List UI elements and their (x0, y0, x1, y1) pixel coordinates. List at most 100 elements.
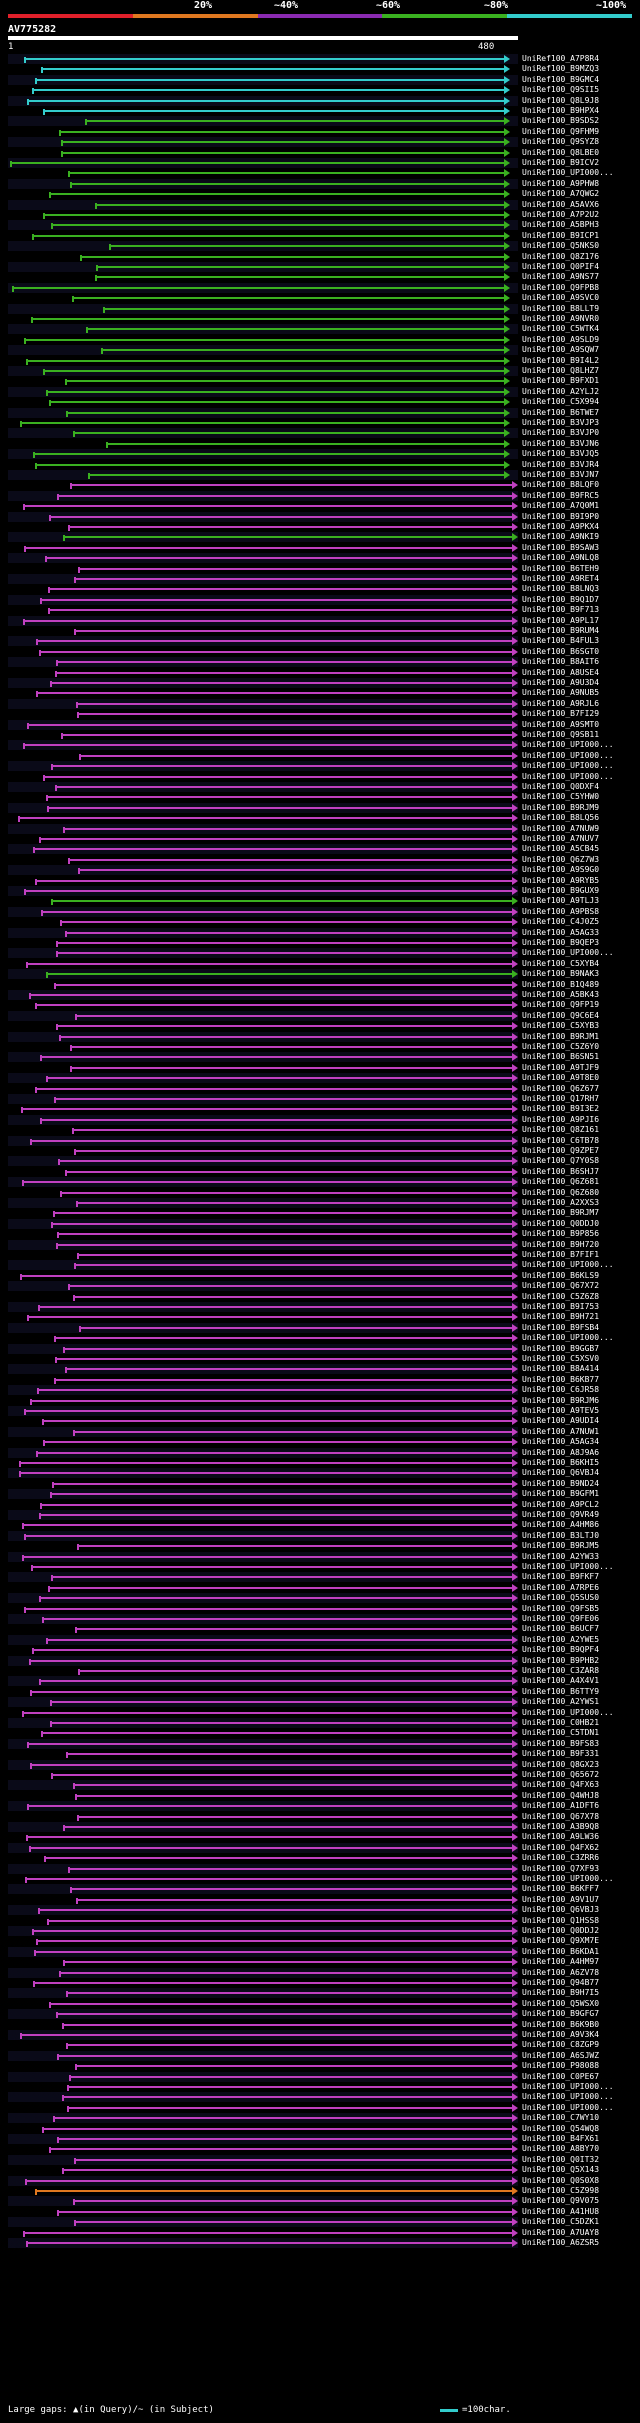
hit-row[interactable]: UniRef100_A7P2U2 (0, 210, 640, 220)
hit-label[interactable]: UniRef100_B8LQ56 (522, 813, 600, 823)
hit-row[interactable]: UniRef100_B9I753 (0, 1302, 640, 1312)
hit-label[interactable]: UniRef100_B7FI29 (522, 709, 600, 719)
hit-label[interactable]: UniRef100_C4J0Z5 (522, 917, 600, 927)
hit-row[interactable]: UniRef100_A7Q0M1 (0, 501, 640, 511)
hit-row[interactable]: UniRef100_A9TEV5 (0, 1406, 640, 1416)
hit-row[interactable]: UniRef100_B9ICV2 (0, 158, 640, 168)
hit-label[interactable]: UniRef100_A2YWS1 (522, 1697, 600, 1707)
hit-label[interactable]: UniRef100_C6TB78 (522, 1135, 600, 1145)
hit-label[interactable]: UniRef100_B9RJM5 (522, 1541, 600, 1551)
hit-label[interactable]: UniRef100_B9RJM6 (522, 1395, 600, 1405)
hit-label[interactable]: UniRef100_A8J9A6 (522, 1447, 600, 1457)
hit-row[interactable]: UniRef100_Q4WHJ8 (0, 1791, 640, 1801)
hit-label[interactable]: UniRef100_B3VJQ5 (522, 449, 600, 459)
hit-label[interactable]: UniRef100_C5XSV0 (522, 1354, 600, 1363)
hit-label[interactable]: UniRef100_A7NUW9 (522, 823, 600, 833)
hit-row[interactable]: UniRef100_Q5SUS0 (0, 1593, 640, 1604)
hit-row[interactable]: UniRef100_B4FX61 (0, 2134, 640, 2144)
hit-label[interactable]: UniRef100_B9FS83 (522, 1738, 600, 1748)
hit-row[interactable]: UniRef100_Q9XM7E (0, 1936, 640, 1946)
hit-label[interactable]: UniRef100_B9ICV2 (522, 158, 600, 167)
hit-row[interactable]: UniRef100_Q8LBE0 (0, 148, 640, 158)
hit-row[interactable]: UniRef100_UPI000... (0, 948, 640, 959)
hit-row[interactable]: UniRef100_A5AVX6 (0, 199, 640, 210)
hit-row[interactable]: UniRef100_C5Z6Y0 (0, 1042, 640, 1052)
hit-label[interactable]: UniRef100_B6K9B0 (522, 2019, 600, 2029)
hit-label[interactable]: UniRef100_B8LNQ3 (522, 584, 600, 594)
hit-label[interactable]: UniRef100_A7Q0M1 (522, 501, 600, 511)
hit-row[interactable]: UniRef100_B8LQF0 (0, 480, 640, 490)
hit-label[interactable]: UniRef100_UPI000... (522, 1260, 614, 1270)
hit-row[interactable]: UniRef100_UPI000... (0, 1562, 640, 1572)
hit-label[interactable]: UniRef100_Q5WSX0 (522, 1998, 600, 2008)
hit-row[interactable]: UniRef100_C5YHW0 (0, 792, 640, 802)
hit-label[interactable]: UniRef100_UPI000... (522, 761, 614, 771)
hit-row[interactable]: UniRef100_B6K9B0 (0, 2020, 640, 2030)
hit-row[interactable]: UniRef100_A9V3K4 (0, 2030, 640, 2040)
hit-label[interactable]: UniRef100_B9NAK3 (522, 969, 600, 979)
hit-label[interactable]: UniRef100_B9I753 (522, 1302, 600, 1311)
hit-label[interactable]: UniRef100_UPI000... (522, 2082, 614, 2091)
hit-row[interactable]: UniRef100_A9NUB5 (0, 688, 640, 698)
hit-row[interactable]: UniRef100_A4HM97 (0, 1957, 640, 1967)
hit-row[interactable]: UniRef100_A5CB45 (0, 844, 640, 855)
hit-label[interactable]: UniRef100_B9ICP1 (522, 230, 600, 240)
hit-label[interactable]: UniRef100_B9GUX9 (522, 886, 600, 895)
hit-label[interactable]: UniRef100_UPI000... (522, 2092, 614, 2102)
hit-label[interactable]: UniRef100_A5AVX6 (522, 199, 600, 209)
hit-row[interactable]: UniRef100_C5XYB3 (0, 1021, 640, 1031)
hit-label[interactable]: UniRef100_A7QWG2 (522, 189, 600, 199)
hit-label[interactable]: UniRef100_C5DZK1 (522, 2217, 600, 2227)
hit-row[interactable]: UniRef100_A7P8R4 (0, 54, 640, 64)
hit-label[interactable]: UniRef100_Q8GX23 (522, 1759, 600, 1769)
hit-label[interactable]: UniRef100_A9PCL2 (522, 1499, 600, 1509)
hit-label[interactable]: UniRef100_B9GFM1 (522, 1489, 600, 1499)
hit-row[interactable]: UniRef100_B3LTJ0 (0, 1530, 640, 1541)
hit-label[interactable]: UniRef100_Q9C6E4 (522, 1010, 600, 1020)
hit-row[interactable]: UniRef100_Q6Z7W3 (0, 855, 640, 865)
hit-label[interactable]: UniRef100_B8AIT6 (522, 657, 600, 667)
hit-row[interactable]: UniRef100_B9RJM7 (0, 1208, 640, 1218)
hit-row[interactable]: UniRef100_Q5WSX0 (0, 1999, 640, 2009)
hit-row[interactable]: UniRef100_Q9SII5 (0, 85, 640, 95)
hit-row[interactable]: UniRef100_A6SJWZ (0, 2050, 640, 2061)
hit-row[interactable]: UniRef100_B9FRC5 (0, 490, 640, 501)
hit-row[interactable]: UniRef100_B3VJP3 (0, 418, 640, 428)
hit-label[interactable]: UniRef100_Q6Z681 (522, 1177, 600, 1187)
hit-row[interactable]: UniRef100_A9PJI6 (0, 1114, 640, 1125)
hit-row[interactable]: UniRef100_A7NUV7 (0, 834, 640, 844)
hit-label[interactable]: UniRef100_A9SMT0 (522, 719, 600, 729)
hit-label[interactable]: UniRef100_Q0PIF4 (522, 262, 600, 271)
hit-label[interactable]: UniRef100_B9FRC5 (522, 490, 600, 500)
hit-row[interactable]: UniRef100_B9ICP1 (0, 231, 640, 241)
hit-label[interactable]: UniRef100_B9RJM7 (522, 1208, 600, 1218)
hit-label[interactable]: UniRef100_A1DFT6 (522, 1801, 600, 1811)
hit-label[interactable]: UniRef100_Q8Z176 (522, 251, 600, 261)
hit-row[interactable]: UniRef100_Q9SB11 (0, 730, 640, 740)
hit-row[interactable]: UniRef100_B7FIF1 (0, 1250, 640, 1260)
hit-row[interactable]: UniRef100_B9QEP3 (0, 938, 640, 948)
hit-row[interactable]: UniRef100_B6KHI5 (0, 1458, 640, 1468)
hit-label[interactable]: UniRef100_A9S9G0 (522, 865, 600, 875)
hit-label[interactable]: UniRef100_A7UAY8 (522, 2227, 600, 2237)
hit-label[interactable]: UniRef100_Q94B77 (522, 1978, 600, 1987)
hit-row[interactable]: UniRef100_B9P856 (0, 1229, 640, 1239)
hit-row[interactable]: UniRef100_B9GMC4 (0, 74, 640, 85)
hit-row[interactable]: UniRef100_Q65672 (0, 1770, 640, 1780)
hit-label[interactable]: UniRef100_A3B9Q8 (522, 1822, 600, 1831)
hit-row[interactable]: UniRef100_A5BK43 (0, 990, 640, 1000)
hit-label[interactable]: UniRef100_C5Z6Y0 (522, 1042, 600, 1051)
hit-label[interactable]: UniRef100_UPI000... (522, 750, 614, 760)
hit-row[interactable]: UniRef100_UPI000... (0, 1708, 640, 1718)
hit-row[interactable]: UniRef100_B9RJM5 (0, 1541, 640, 1551)
hit-row[interactable]: UniRef100_A7NUW9 (0, 823, 640, 834)
hit-label[interactable]: UniRef100_B9Q1D7 (522, 594, 600, 604)
hit-label[interactable]: UniRef100_C3ZAR8 (522, 1666, 600, 1675)
hit-label[interactable]: UniRef100_C5XYB3 (522, 1021, 600, 1031)
hit-label[interactable]: UniRef100_B7FIF1 (522, 1250, 600, 1259)
hit-label[interactable]: UniRef100_B9RJM1 (522, 1031, 600, 1041)
hit-row[interactable]: UniRef100_A2YWE5 (0, 1634, 640, 1645)
hit-label[interactable]: UniRef100_A6SJWZ (522, 2050, 600, 2060)
hit-row[interactable]: UniRef100_C5Z6Z8 (0, 1292, 640, 1302)
hit-row[interactable]: UniRef100_UPI000... (0, 1333, 640, 1343)
